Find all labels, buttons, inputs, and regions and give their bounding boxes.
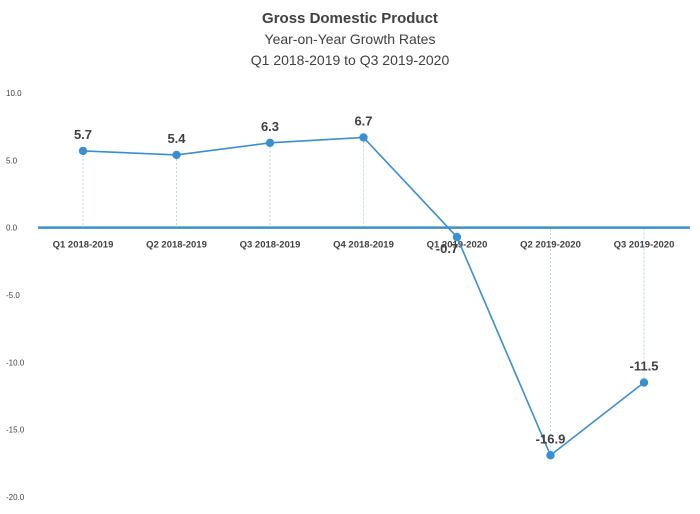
- x-tick-label: Q3 2019-2020: [614, 240, 675, 251]
- data-label: 5.4: [167, 131, 186, 146]
- data-label: -0.7: [436, 241, 458, 256]
- series-line: [82, 136, 645, 457]
- data-label: -11.5: [630, 359, 659, 374]
- x-tick-label: Q2 2018-2019: [146, 240, 207, 251]
- y-tick-label: 10.0: [6, 89, 22, 98]
- x-tick-label: Q4 2018-2019: [333, 240, 394, 251]
- data-point: [172, 150, 181, 160]
- data-label: 5.7: [74, 127, 92, 142]
- chart-subtitle: Year-on-Year Growth Rates: [264, 31, 436, 47]
- x-tick-label: Q3 2018-2019: [240, 240, 301, 251]
- x-tick-label: Q2 2019-2020: [520, 240, 581, 251]
- chart-title: Gross Domestic Product: [262, 10, 438, 27]
- chart-subtitle-range: Q1 2018-2019 to Q3 2019-2020: [250, 52, 450, 68]
- y-tick-label: -20.0: [6, 493, 25, 502]
- y-tick-label: -5.0: [6, 291, 20, 300]
- y-tick-label: -15.0: [6, 426, 25, 435]
- y-tick-label: 0.0: [6, 224, 18, 233]
- y-tick-label: 5.0: [6, 156, 18, 165]
- data-point: [359, 133, 368, 142]
- x-tick-label: Q1 2019-2020: [427, 240, 488, 251]
- data-point: [639, 378, 649, 387]
- data-point: [265, 138, 275, 148]
- title-block: Gross Domestic Product Year-on-Year Grow…: [0, 8, 700, 71]
- y-tick-label: -10.0: [6, 358, 25, 367]
- data-point: [78, 146, 88, 156]
- x-tick-label: Q1 2018-2019: [53, 240, 114, 251]
- data-point: [452, 232, 462, 242]
- data-label: 6.3: [261, 119, 279, 134]
- data-label: 6.7: [354, 113, 372, 128]
- data-label: -16.9: [536, 431, 566, 446]
- data-point: [546, 451, 555, 460]
